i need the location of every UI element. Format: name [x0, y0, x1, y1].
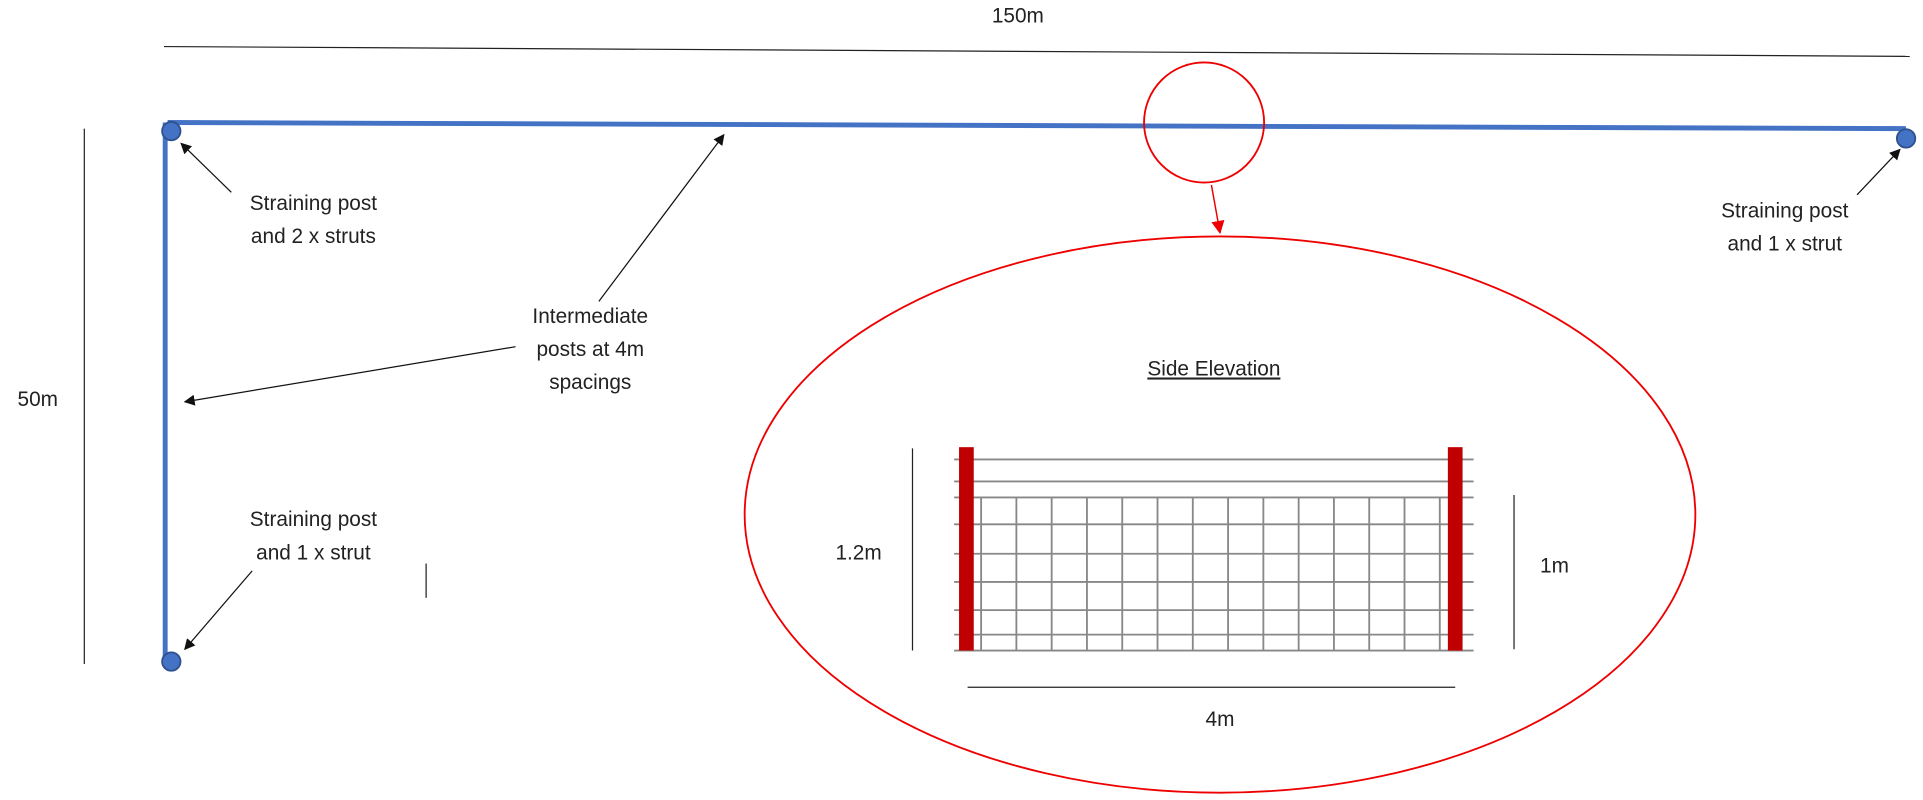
label-line: Straining post	[250, 508, 377, 531]
label-line: and 1 x strut	[1728, 233, 1843, 256]
label-line: Straining post	[250, 192, 377, 215]
post	[959, 447, 974, 651]
pointer-arrows	[180, 133, 1901, 651]
label-line: posts at 4m	[536, 338, 644, 361]
straining-posts	[161, 120, 1917, 672]
mesh-label: 1m	[1540, 555, 1569, 578]
fence-plan	[162, 120, 1907, 662]
label-line: Intermediate	[532, 305, 648, 328]
detail-circle	[1143, 61, 1266, 184]
post	[1447, 447, 1463, 651]
height-label: 1.2m	[835, 541, 881, 564]
mesh	[954, 458, 1474, 652]
length-dimension	[163, 45, 1910, 57]
detail-ellipse	[743, 235, 1697, 794]
length-label: 150m	[992, 5, 1044, 28]
detail-arrow	[1210, 184, 1225, 235]
label-line: and 2 x struts	[251, 225, 376, 248]
width-label: 50m	[18, 388, 59, 411]
label-line: and 1 x strut	[256, 541, 371, 564]
spacing-label: 4m	[1206, 708, 1235, 731]
label-line: spacings	[549, 371, 631, 394]
label-line: Straining post	[1721, 199, 1848, 222]
detail-title: Side Elevation	[1147, 357, 1280, 380]
